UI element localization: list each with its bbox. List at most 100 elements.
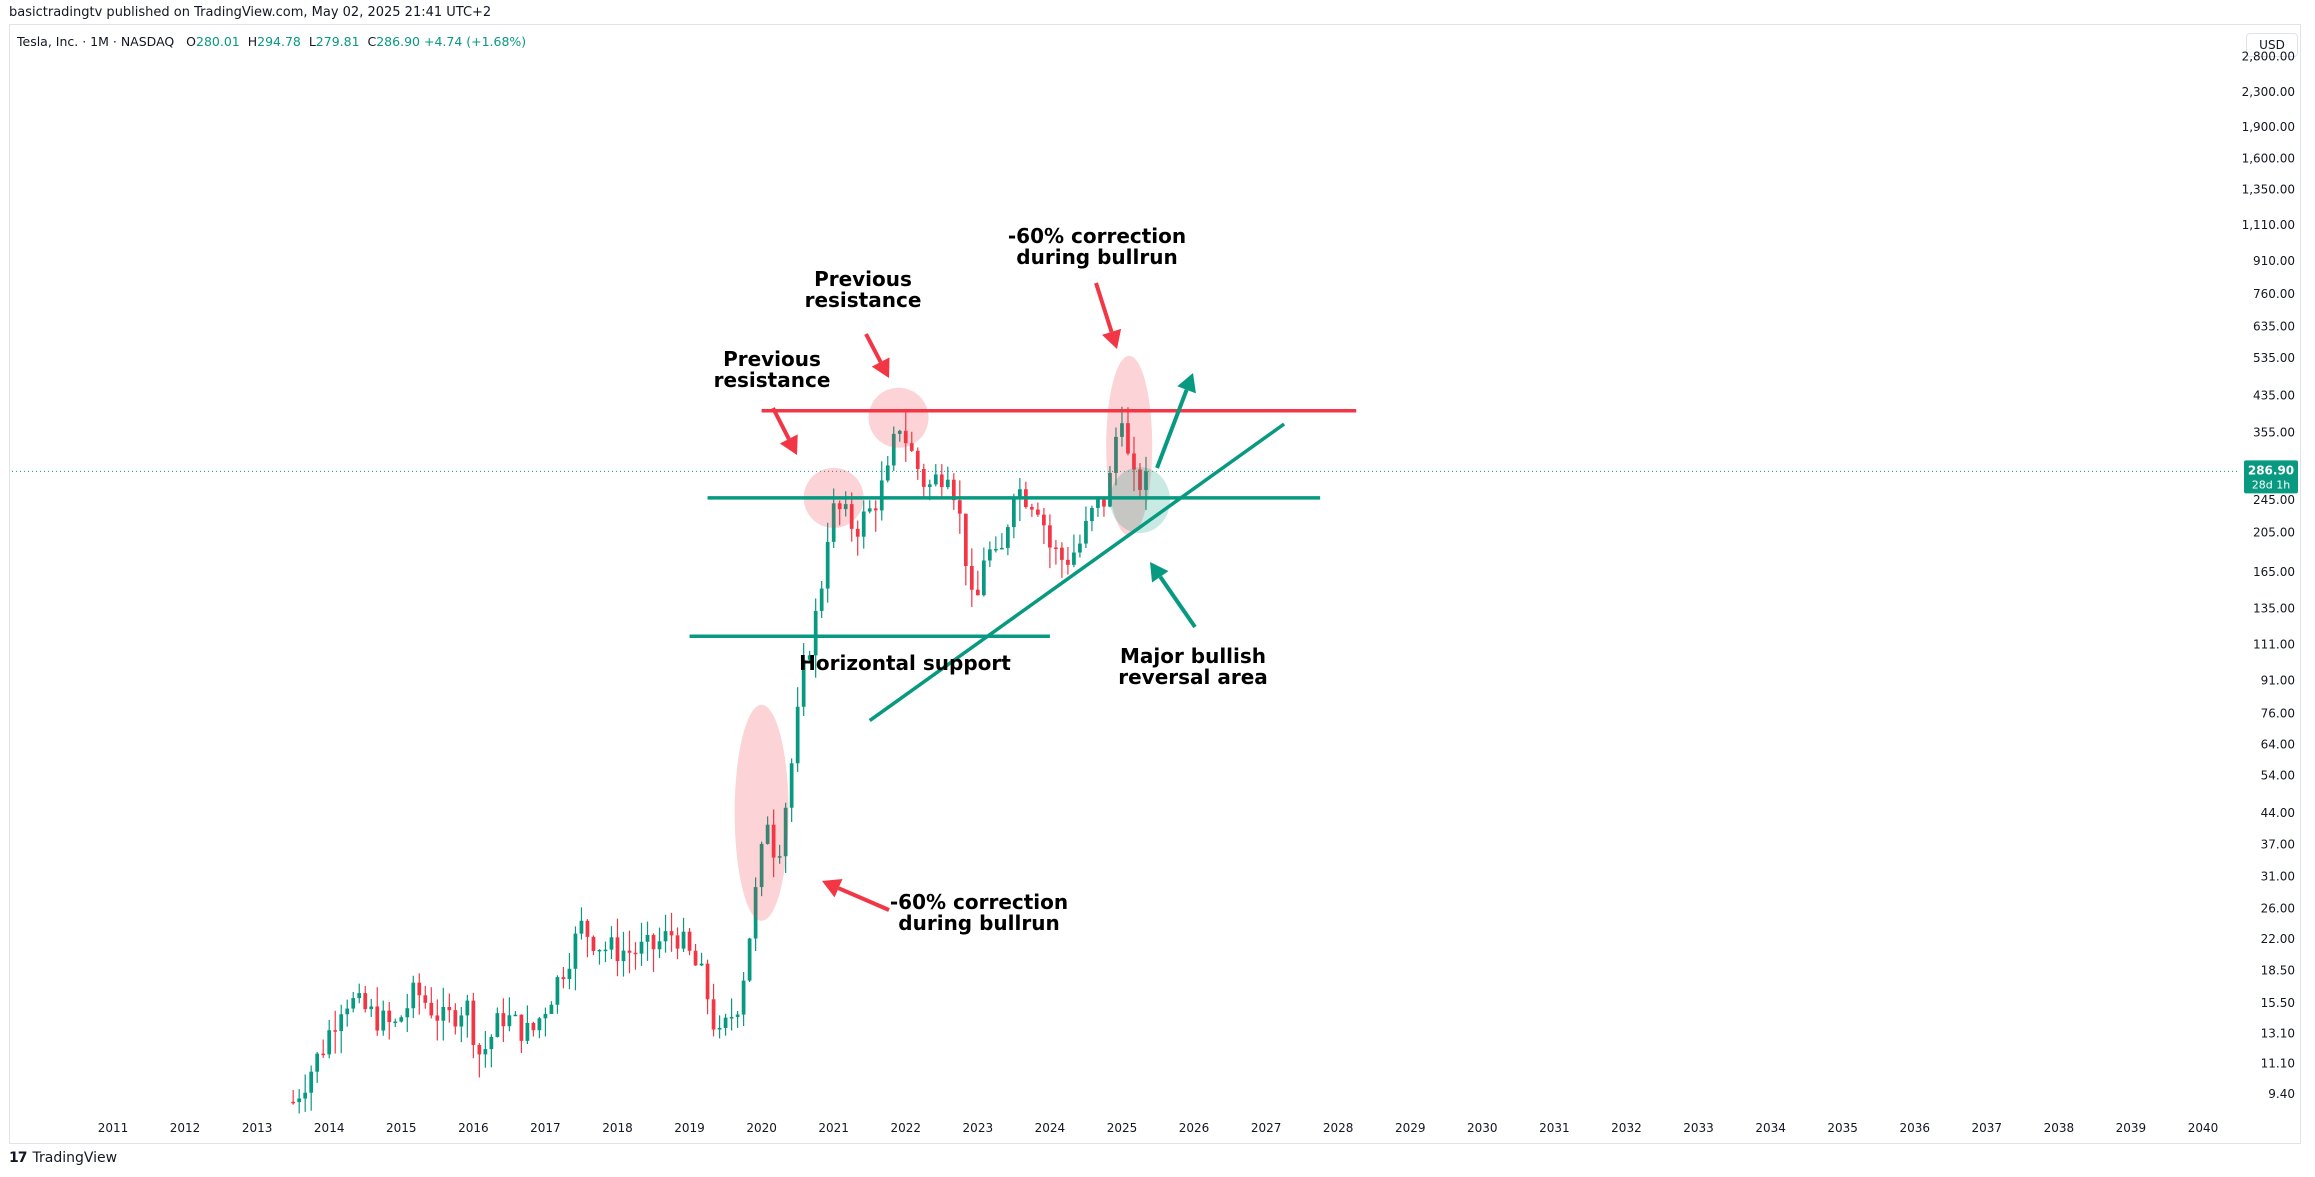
candle-body (981, 560, 986, 596)
x-tick-label: 2013 (242, 1121, 273, 1135)
y-tick-label: 1,600.00 (2242, 151, 2295, 165)
candle-body (819, 588, 824, 611)
candle-body (1078, 543, 1082, 553)
x-tick-label: 2037 (1972, 1121, 2003, 1135)
annotation-corr-bottom: -60% correction during bullrun (890, 890, 1068, 935)
annotation-line: resistance (805, 288, 922, 312)
candle-body (885, 465, 890, 481)
candle-body (447, 1006, 452, 1011)
annotation-line: reversal area (1118, 665, 1268, 689)
trendline (868, 422, 1286, 723)
candle-body (651, 934, 656, 950)
y-tick-label: 26.00 (2261, 902, 2295, 916)
candle-body (1018, 489, 1022, 500)
y-tick-label: 245.00 (2253, 493, 2295, 507)
candle-body (639, 941, 644, 954)
candle-body (471, 1000, 476, 1045)
candle-body (663, 931, 668, 942)
candle-body (957, 500, 962, 514)
x-tick-label: 2017 (530, 1121, 561, 1135)
candle-body (891, 433, 896, 466)
arrow-head (871, 357, 890, 378)
close-value: 286.90 (376, 34, 420, 49)
candle-body (1005, 527, 1010, 548)
x-tick-label: 2033 (1683, 1121, 1714, 1135)
arrow-corr-top (1094, 282, 1122, 349)
candle-body (699, 963, 704, 966)
candle-body (879, 480, 884, 511)
candle-body (609, 937, 614, 950)
x-tick-label: 2036 (1899, 1121, 1930, 1135)
change-value: +4.74 (+1.68%) (423, 34, 527, 49)
candle-body (393, 1021, 398, 1024)
candle-body (387, 1010, 392, 1023)
candle-body (753, 887, 758, 939)
candle-body (951, 479, 956, 501)
candle-body (423, 995, 428, 1003)
x-tick-label: 2021 (818, 1121, 849, 1135)
candle-body (645, 934, 650, 942)
candle-body (429, 1002, 434, 1016)
candle-body (627, 950, 632, 953)
y-tick-label: 1,110.00 (2242, 218, 2295, 232)
x-tick-label: 2040 (2188, 1121, 2219, 1135)
x-tick-label: 2034 (1755, 1121, 1786, 1135)
arrow-bullish-reversal (1150, 562, 1197, 629)
y-tick-label: 2,800.00 (2242, 49, 2295, 63)
arrow-shaft (1155, 389, 1189, 469)
candle-body (657, 941, 662, 950)
candle-body (777, 856, 782, 858)
candle-body (765, 824, 770, 844)
candle-body (1096, 499, 1100, 508)
x-tick-label: 2020 (746, 1121, 777, 1135)
candle-body (945, 479, 950, 488)
candle-body (435, 1015, 440, 1021)
candle-body (1114, 436, 1118, 473)
candle-body (381, 1010, 386, 1031)
candle-body (963, 513, 968, 567)
candle-body (597, 949, 602, 952)
candle-body (759, 843, 764, 888)
candle-body (735, 1014, 740, 1017)
y-tick-label: 54.00 (2261, 768, 2295, 782)
candle-body (915, 450, 920, 469)
x-tick-label: 2029 (1395, 1121, 1426, 1135)
candle-body (813, 610, 818, 656)
candle-body (417, 982, 422, 996)
candle-body (405, 1008, 410, 1018)
candle-body (291, 1101, 296, 1104)
candle-body (861, 511, 866, 537)
annotation-bullish-reversal: Major bullish reversal area (1118, 644, 1268, 689)
y-tick-label: 135.00 (2253, 602, 2295, 616)
open-value: 280.01 (196, 34, 240, 49)
candle-body (507, 1015, 512, 1027)
arrow-breakout-up (1155, 373, 1196, 469)
currency-button[interactable]: USD (2246, 33, 2298, 57)
candle-body (723, 1017, 728, 1028)
candle-body (315, 1053, 320, 1072)
candle-body (1138, 469, 1142, 490)
candle-body (843, 504, 848, 510)
candle-body (489, 1036, 494, 1050)
candle-body (771, 824, 776, 858)
candle-body (357, 993, 362, 999)
correction-2025-highlight (1106, 355, 1153, 536)
close-label: C (367, 34, 377, 49)
candle-body (411, 982, 416, 1009)
annotation-line: -60% correction (1008, 224, 1186, 248)
arrow-head (1177, 373, 1196, 394)
x-tick-label: 2015 (386, 1121, 417, 1135)
candle-body (585, 920, 590, 937)
correction-2020-highlight (734, 704, 789, 921)
candle-body (1120, 423, 1124, 437)
candle-body (483, 1049, 488, 1055)
chart-frame (9, 24, 2301, 1144)
candle-body (807, 655, 812, 660)
last-price-badge-bg (2244, 460, 2298, 494)
symbol-name[interactable]: Tesla, Inc. · 1M · NASDAQ (17, 34, 175, 49)
y-tick-label: 760.00 (2253, 287, 2295, 301)
candle-body (927, 484, 932, 487)
candle-body (1072, 552, 1076, 565)
candle-body (465, 1000, 470, 1016)
